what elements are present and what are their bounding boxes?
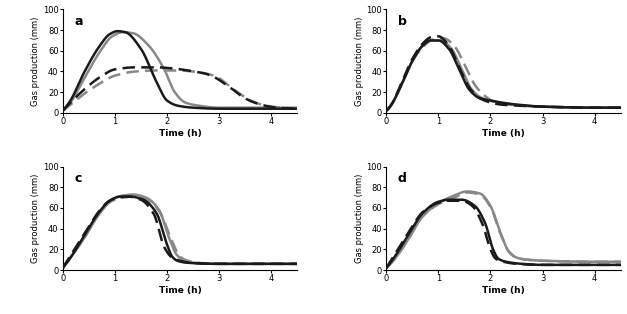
X-axis label: Time (h): Time (h) — [159, 129, 201, 138]
Y-axis label: Gas production (mm): Gas production (mm) — [355, 16, 364, 106]
Text: c: c — [75, 172, 82, 185]
Text: b: b — [398, 14, 407, 28]
Y-axis label: Gas production (mm): Gas production (mm) — [31, 174, 40, 263]
X-axis label: Time (h): Time (h) — [482, 129, 525, 138]
X-axis label: Time (h): Time (h) — [482, 286, 525, 295]
Text: a: a — [75, 14, 83, 28]
Y-axis label: Gas production (mm): Gas production (mm) — [355, 174, 364, 263]
X-axis label: Time (h): Time (h) — [159, 286, 201, 295]
Text: d: d — [398, 172, 407, 185]
Y-axis label: Gas production (mm): Gas production (mm) — [31, 16, 40, 106]
